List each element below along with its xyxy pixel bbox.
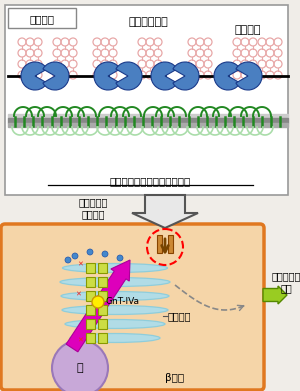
Text: グルコース
取り込み: グルコース 取り込み bbox=[78, 197, 108, 219]
Text: レクチン: レクチン bbox=[235, 25, 261, 35]
Text: 細胞表面: 細胞表面 bbox=[29, 14, 55, 24]
Bar bbox=[157, 235, 162, 253]
Circle shape bbox=[72, 253, 78, 259]
Wedge shape bbox=[173, 62, 199, 90]
Circle shape bbox=[65, 257, 71, 263]
Bar bbox=[8, 114, 288, 118]
Text: GnT-IVa: GnT-IVa bbox=[106, 298, 140, 307]
Bar bbox=[86, 277, 95, 287]
Wedge shape bbox=[116, 62, 142, 90]
FancyBboxPatch shape bbox=[1, 224, 264, 390]
Bar bbox=[86, 305, 95, 315]
Ellipse shape bbox=[65, 319, 165, 328]
Text: ✕: ✕ bbox=[75, 291, 81, 297]
Circle shape bbox=[117, 255, 123, 261]
Text: 多分岐型糖鎖: 多分岐型糖鎖 bbox=[128, 17, 168, 27]
Wedge shape bbox=[21, 62, 47, 90]
Bar bbox=[98, 305, 107, 315]
Bar bbox=[8, 8, 76, 28]
FancyArrow shape bbox=[263, 286, 287, 304]
Text: β細胞: β細胞 bbox=[165, 373, 184, 383]
Bar bbox=[86, 291, 95, 301]
Text: ゴルジ体: ゴルジ体 bbox=[168, 311, 191, 321]
Circle shape bbox=[87, 249, 93, 255]
Text: 核: 核 bbox=[77, 363, 83, 373]
Bar bbox=[86, 333, 95, 343]
Polygon shape bbox=[132, 195, 198, 228]
FancyArrow shape bbox=[66, 260, 130, 352]
Ellipse shape bbox=[61, 292, 169, 301]
Text: ✕: ✕ bbox=[77, 261, 83, 267]
Bar bbox=[86, 319, 95, 329]
Bar bbox=[98, 277, 107, 287]
Text: ✕: ✕ bbox=[77, 337, 83, 343]
Text: インスリン
分泌: インスリン 分泌 bbox=[271, 271, 300, 293]
Bar bbox=[168, 235, 173, 253]
Ellipse shape bbox=[70, 334, 160, 343]
Bar bbox=[5, 5, 288, 195]
Ellipse shape bbox=[62, 264, 167, 273]
Ellipse shape bbox=[62, 305, 168, 314]
Bar bbox=[98, 263, 107, 273]
Text: グルコーストランスポーター: グルコーストランスポーター bbox=[110, 176, 190, 186]
Bar bbox=[98, 333, 107, 343]
Wedge shape bbox=[151, 62, 177, 90]
Bar bbox=[8, 118, 288, 123]
Bar bbox=[86, 263, 95, 273]
Bar bbox=[98, 291, 107, 301]
Bar bbox=[98, 319, 107, 329]
Circle shape bbox=[92, 296, 104, 308]
Ellipse shape bbox=[60, 278, 170, 287]
Wedge shape bbox=[94, 62, 120, 90]
Circle shape bbox=[102, 251, 108, 257]
Bar bbox=[8, 123, 288, 127]
Wedge shape bbox=[43, 62, 69, 90]
Wedge shape bbox=[236, 62, 262, 90]
Circle shape bbox=[52, 340, 108, 391]
Wedge shape bbox=[214, 62, 240, 90]
